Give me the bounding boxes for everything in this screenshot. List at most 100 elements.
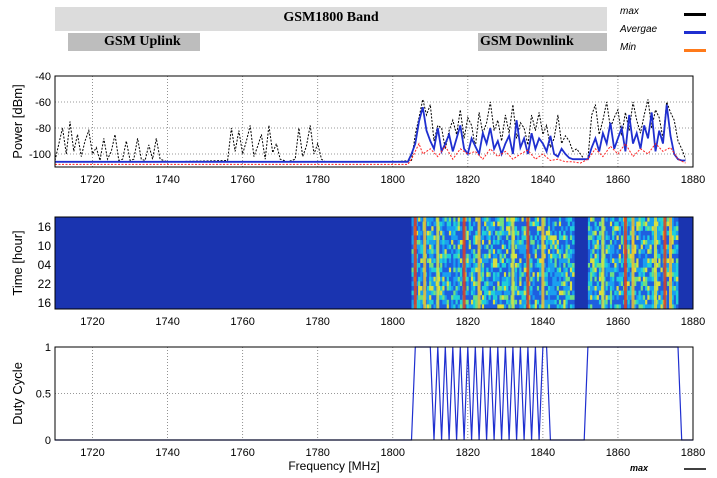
heatmap-cell: [468, 235, 472, 241]
heatmap-cell: [609, 286, 613, 291]
heatmap-cell: [521, 230, 524, 236]
heatmap-cell: [616, 258, 619, 264]
heatmap-cell: [572, 240, 575, 245]
heatmap-cell: [660, 217, 663, 222]
heatmap-cell: [651, 221, 655, 227]
heatmap-cell: [497, 230, 500, 236]
heatmap-cell: [536, 290, 540, 296]
heatmap-cell: [440, 276, 443, 282]
heatmap-cell: [534, 230, 538, 236]
heatmap-cell: [603, 263, 606, 268]
heatmap-cell: [415, 299, 419, 305]
heatmap-cell: [433, 217, 436, 222]
heatmap-cell: [415, 276, 419, 282]
heatmap-cell: [642, 295, 646, 301]
heatmap-cell: [446, 299, 450, 305]
heatmap-cell: [618, 304, 622, 310]
heatmap-cell: [411, 244, 414, 250]
heatmap-cell: [426, 217, 430, 222]
heatmap-cell: [453, 281, 456, 287]
heatmap-cell: [649, 272, 652, 278]
heatmap-cell: [466, 235, 469, 241]
heatmap-cell: [459, 295, 463, 301]
heatmap-cell: [616, 244, 619, 250]
heatmap-cell: [470, 221, 474, 227]
heatmap-cell: [614, 272, 617, 278]
heatmap-hot-column: [663, 217, 667, 309]
heatmap-cell: [444, 249, 447, 255]
heatmap-cell: [530, 253, 533, 259]
heatmap-cell: [565, 295, 568, 301]
heatmap-cell: [444, 290, 447, 296]
heatmap-cell: [499, 263, 502, 268]
heatmap-cell: [629, 235, 633, 241]
heatmap-cell: [448, 286, 452, 291]
legend-item-average: Avergae: [618, 22, 708, 40]
heatmap-cell: [492, 249, 496, 255]
heatmap-cell: [596, 295, 600, 301]
heatmap-cell: [618, 240, 622, 245]
heatmap-cell: [492, 267, 496, 273]
heatmap-cell: [552, 253, 555, 259]
heatmap-cell: [532, 276, 535, 282]
heatmap-cell: [556, 295, 560, 301]
heatmap-cell: [671, 226, 674, 232]
heatmap-cell: [532, 290, 535, 296]
heatmap-cell: [558, 226, 562, 232]
heatmap-cell: [501, 299, 505, 305]
power-series-max: [54, 99, 686, 163]
heatmap-cell: [558, 249, 562, 255]
heatmap-cell: [453, 235, 456, 241]
heatmap-cell: [645, 272, 648, 278]
heatmap-cell: [607, 286, 611, 291]
heatmap-cell: [673, 217, 677, 222]
heatmap-cell: [429, 286, 432, 291]
heatmap-cell: [466, 226, 469, 232]
heatmap-cell: [609, 217, 613, 222]
heatmap-cell: [490, 267, 494, 273]
heatmap-cell: [486, 304, 489, 310]
heatmap-cell: [642, 258, 646, 264]
heatmap-cell: [523, 253, 527, 259]
heatmap-cell: [468, 217, 472, 222]
heatmap-cell: [642, 235, 646, 241]
heatmap-cell: [638, 299, 641, 305]
heatmap-cell: [490, 217, 494, 222]
heatmap-cell: [455, 217, 458, 222]
heatmap-cell: [442, 258, 445, 264]
heatmap-cell: [629, 226, 633, 232]
heatmap-cell: [503, 272, 507, 278]
heatmap-cell: [451, 276, 454, 282]
heatmap-cell: [671, 276, 674, 282]
heatmap-cell: [565, 263, 568, 268]
heatmap-cell: [547, 272, 551, 278]
heatmap-cell: [552, 286, 555, 291]
heatmap-cell: [517, 230, 520, 236]
heatmap-cell: [590, 267, 593, 273]
heatmap-cell: [523, 263, 527, 268]
heatmap-cell: [497, 299, 500, 305]
heatmap-cell: [497, 244, 500, 250]
heatmap-cell: [448, 295, 452, 301]
heatmap-cell: [642, 217, 646, 222]
heatmap-cell: [550, 299, 553, 305]
heatmap-cell: [567, 221, 571, 227]
heatmap-cell: [501, 304, 505, 310]
heatmap-cell: [440, 240, 443, 245]
heatmap-cell: [530, 221, 533, 227]
heatmap-cell: [479, 276, 483, 282]
heatmap-cell: [444, 286, 447, 291]
heatmap-cell: [554, 258, 557, 264]
heatmap-cell: [523, 299, 527, 305]
heatmap-cell: [431, 221, 434, 227]
heatmap-cell: [508, 304, 511, 310]
heatmap-cell: [647, 290, 650, 296]
heatmap-cell: [481, 304, 485, 310]
heatmap-cell: [640, 286, 644, 291]
heatmap-cell: [481, 244, 485, 250]
heatmap-cell: [590, 217, 593, 222]
heatmap-cell: [627, 217, 630, 222]
heatmap-cell: [598, 263, 602, 268]
heatmap-cell: [484, 221, 487, 227]
heatmap-cell: [517, 290, 520, 296]
